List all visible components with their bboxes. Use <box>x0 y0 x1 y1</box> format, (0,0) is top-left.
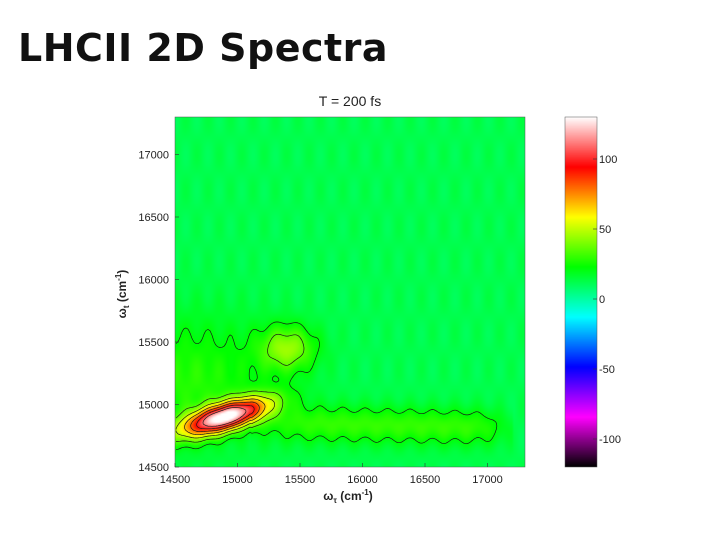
slide-title: LHCII 2D Spectra <box>18 26 389 70</box>
x-tick-label: 15000 <box>222 474 253 486</box>
y-tick-label: 16500 <box>138 212 169 224</box>
y-axis-label: ωt (cm-1) <box>114 270 131 319</box>
x-axis-label: ωτ (cm-1) <box>323 488 373 505</box>
y-tick-label: 14500 <box>138 462 169 474</box>
x-tick-label: 16500 <box>410 474 441 486</box>
colorbar: 100 50 0 -50 -100 <box>564 116 621 468</box>
contour-level-35 <box>175 333 305 443</box>
contour-level-65 <box>184 398 266 436</box>
colorbar-tick-label: -100 <box>599 434 621 446</box>
heatmap-image <box>175 117 525 467</box>
colorbar-tick-label: 0 <box>599 294 605 306</box>
contour-level-95 <box>196 404 255 430</box>
contour-lines <box>175 321 498 451</box>
x-tick-label: 17000 <box>472 474 503 486</box>
y-tick-label: 15000 <box>138 400 169 412</box>
colorbar-tick-label: 100 <box>599 154 617 166</box>
x-tick-label: 15500 <box>285 474 316 486</box>
contour-level-110 <box>202 407 247 427</box>
plot-frame <box>174 116 526 468</box>
x-tick-label: 16000 <box>347 474 378 486</box>
colorbar-tick-label: 50 <box>599 224 611 236</box>
colorbar-image <box>565 117 597 467</box>
plot-title: T = 200 fs <box>319 93 381 109</box>
y-tick-label: 15500 <box>138 337 169 349</box>
y-tick-label: 16000 <box>138 275 169 287</box>
x-tick-label: 14500 <box>160 474 191 486</box>
contour-level-80 <box>190 401 260 433</box>
y-axis: 14500 15000 15500 16000 16500 17000 <box>138 150 179 474</box>
colorbar-tick-label: -50 <box>599 364 615 376</box>
heatmap-area <box>174 116 526 468</box>
colorbar-ticks: 100 50 0 -50 -100 <box>593 154 621 446</box>
x-axis: 14500 15000 15500 16000 16500 17000 <box>160 463 503 486</box>
contour-level-22 <box>175 321 498 451</box>
contour-level-50 <box>175 395 276 439</box>
colorbar-frame <box>564 116 598 468</box>
y-tick-label: 17000 <box>138 150 169 162</box>
